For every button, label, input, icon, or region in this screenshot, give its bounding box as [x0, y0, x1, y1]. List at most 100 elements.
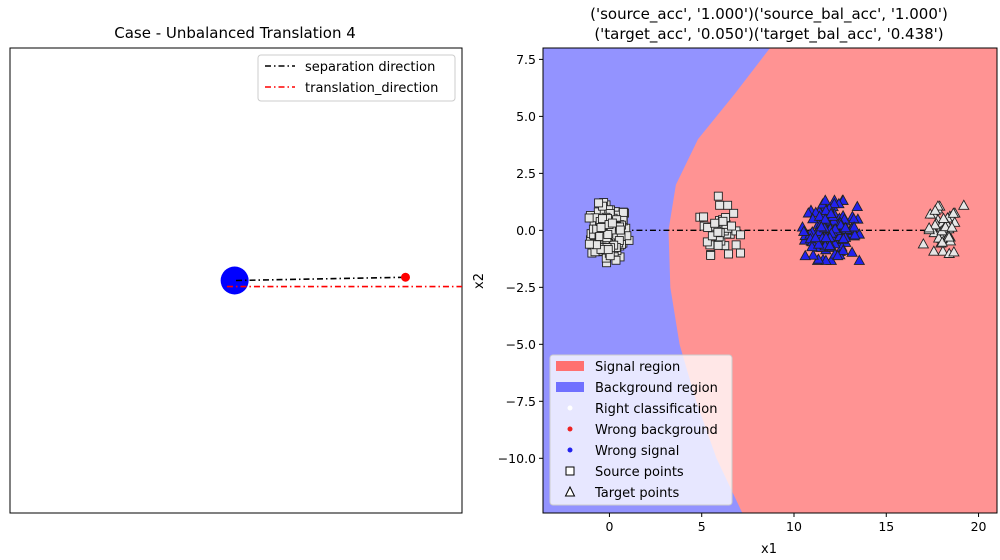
legend-swatch-right-classification	[567, 405, 573, 411]
source-point	[736, 248, 745, 258]
source-point	[596, 223, 606, 232]
target-point	[948, 245, 960, 257]
source-point	[731, 240, 741, 250]
source-point	[594, 198, 604, 208]
right-chart-title-line1: ('source_acc', '1.000')('source_bal_acc'…	[590, 5, 948, 24]
target-point	[958, 199, 970, 210]
target-point	[851, 200, 864, 211]
target-point	[947, 207, 960, 218]
legend-label-signal-region: Signal region	[595, 360, 680, 375]
target-point	[815, 220, 828, 232]
legend-label-background-region: Background region	[595, 381, 718, 396]
target-point	[928, 245, 940, 256]
source-point	[597, 214, 607, 224]
y-tick-label: 5.0	[516, 109, 536, 124]
scatter-points	[584, 191, 970, 268]
target-point	[813, 210, 826, 221]
source-point	[706, 250, 716, 260]
legend-swatch-background-region	[556, 382, 584, 392]
target-point	[819, 194, 832, 205]
target-point	[937, 245, 949, 256]
right-chart: ('source_acc', '1.000')('source_bal_acc'…	[472, 5, 998, 557]
legend-label-wrong-signal: Wrong signal	[595, 444, 679, 459]
target-point	[799, 249, 811, 261]
y-tick-label: −2.5	[506, 280, 536, 295]
legend-swatch-wrong-signal	[567, 447, 573, 453]
target-point	[937, 212, 950, 223]
y-tick-label: −10.0	[498, 451, 536, 466]
y-axis-label: x2	[472, 273, 487, 289]
target-point	[820, 204, 832, 215]
source-point	[607, 218, 617, 228]
y-tick-label: −5.0	[506, 337, 536, 352]
source-point	[710, 218, 720, 228]
legend-label-target-points: Target points	[594, 486, 680, 501]
target-point	[848, 221, 860, 232]
x-tick-label: 0	[605, 519, 613, 534]
target-point	[939, 220, 952, 232]
target-point	[837, 232, 850, 244]
left-chart-title: Case - Unbalanced Translation 4	[114, 24, 356, 42]
y-tick-label: −7.5	[506, 394, 536, 409]
origin-marker	[220, 266, 249, 295]
target-point	[929, 218, 941, 230]
left-legend-box	[257, 54, 456, 102]
right-legend-box	[549, 354, 733, 506]
source-point	[724, 249, 733, 259]
target-point	[797, 225, 810, 236]
source-point	[727, 221, 736, 231]
signal-region	[668, 48, 997, 513]
target-point	[846, 246, 858, 257]
target-point	[917, 238, 930, 249]
target-point	[839, 221, 852, 233]
source-point	[603, 245, 613, 255]
left-legend-label-separation: separation direction	[305, 60, 435, 75]
legend-label-right-classification: Right classification	[595, 402, 717, 417]
target-point	[831, 249, 844, 261]
separation-tip-marker	[401, 272, 410, 282]
target-point	[819, 213, 831, 224]
target-point	[825, 207, 837, 219]
y-tick-label: 0.0	[516, 223, 536, 238]
source-point	[584, 239, 594, 249]
x-tick-label: 15	[878, 519, 894, 534]
target-point	[853, 254, 866, 265]
left-series-group	[220, 266, 462, 295]
target-point	[923, 221, 935, 233]
legend-label-source-points: Source points	[595, 465, 684, 480]
legend-swatch-source-points	[565, 466, 575, 476]
legend-swatch-wrong-background	[567, 426, 573, 432]
legend-swatch-target-points	[564, 485, 576, 497]
legend-swatch-signal-region	[556, 361, 584, 371]
target-point	[809, 231, 822, 243]
target-point	[943, 231, 955, 242]
source-point	[702, 237, 712, 247]
x-tick-label: 20	[971, 519, 987, 534]
y-tick-label: 2.5	[516, 166, 536, 181]
source-point	[715, 200, 725, 210]
x-axis-ticks: 0 5 10 15 20	[605, 513, 987, 534]
target-point	[849, 228, 861, 240]
target-point	[828, 197, 841, 209]
target-point	[936, 236, 948, 247]
source-point	[736, 230, 745, 240]
source-point	[584, 213, 594, 223]
left-legend-label-translation: translation_direction	[305, 81, 438, 96]
source-point	[699, 212, 709, 222]
target-point	[802, 207, 815, 218]
target-point	[946, 221, 958, 232]
target-point	[820, 231, 832, 242]
source-point	[713, 240, 723, 250]
source-point	[603, 229, 613, 239]
x-axis-label: x1	[761, 542, 777, 557]
source-point	[713, 191, 723, 201]
separation-direction-line	[235, 276, 406, 282]
left-chart: Case - Unbalanced Translation 4 separati…	[9, 24, 463, 514]
source-point	[729, 208, 739, 218]
target-point	[812, 238, 825, 249]
x-tick-label: 5	[698, 519, 706, 534]
target-point	[929, 204, 941, 215]
source-point	[723, 200, 733, 210]
source-point	[713, 227, 723, 237]
